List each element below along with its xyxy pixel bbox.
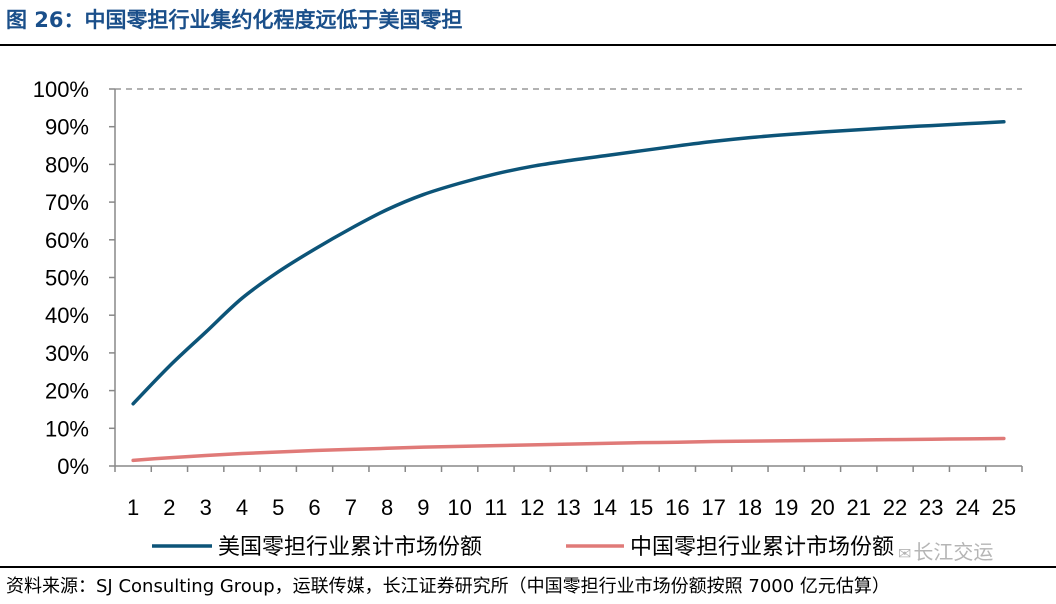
y-tick-label: 60% bbox=[45, 228, 89, 253]
x-tick-label: 5 bbox=[272, 495, 284, 520]
x-tick-label: 3 bbox=[200, 495, 212, 520]
figure-title: 图 26：中国零担行业集约化程度远低于美国零担 bbox=[6, 8, 463, 32]
x-tick-label: 2 bbox=[163, 495, 175, 520]
x-tick-label: 17 bbox=[701, 495, 725, 520]
y-tick-label: 0% bbox=[57, 454, 89, 479]
x-tick-label: 9 bbox=[417, 495, 429, 520]
title-divider bbox=[0, 44, 1056, 46]
x-tick-label: 21 bbox=[846, 495, 870, 520]
y-tick-label: 100% bbox=[33, 77, 89, 102]
us-series-line bbox=[131, 120, 1006, 406]
cn-series-line bbox=[131, 436, 1006, 463]
x-tick-label: 16 bbox=[665, 495, 689, 520]
x-tick-label: 24 bbox=[955, 495, 979, 520]
x-tick-label: 8 bbox=[381, 495, 393, 520]
x-tick-label: 15 bbox=[629, 495, 653, 520]
x-tick-label: 12 bbox=[520, 495, 544, 520]
x-tick-label: 1 bbox=[127, 495, 139, 520]
y-tick-label: 10% bbox=[45, 416, 89, 441]
watermark-text: 长江交运 bbox=[913, 540, 994, 564]
x-tick-label: 19 bbox=[774, 495, 798, 520]
source-note: 资料来源：SJ Consulting Group，运联传媒，长江证券研究所（中国… bbox=[6, 576, 890, 597]
x-tick-label: 20 bbox=[810, 495, 834, 520]
wechat-icon: ✉ bbox=[898, 544, 912, 563]
x-tick-label: 10 bbox=[447, 495, 471, 520]
watermark: ✉ 长江交运 bbox=[898, 536, 993, 565]
line-chart: 0%10%20%30%40%50%60%70%80%90%100%1 2 3 4 5 6 7… bbox=[33, 77, 1023, 560]
x-tick-label: 25 bbox=[992, 495, 1016, 520]
x-tick-label: 18 bbox=[738, 495, 762, 520]
footer-divider bbox=[0, 566, 1056, 568]
x-tick-label: 23 bbox=[919, 495, 943, 520]
x-tick-label: 7 bbox=[345, 495, 357, 520]
x-tick-label: 4 bbox=[236, 495, 248, 520]
x-tick-label: 11 bbox=[485, 495, 508, 520]
y-tick-label: 30% bbox=[45, 341, 89, 366]
x-tick-label: 6 bbox=[308, 495, 320, 520]
y-tick-label: 50% bbox=[45, 266, 89, 291]
x-tick-label: 22 bbox=[883, 495, 907, 520]
x-tick-label: 14 bbox=[593, 495, 617, 520]
y-tick-label: 80% bbox=[45, 152, 89, 177]
y-tick-label: 90% bbox=[45, 115, 89, 140]
y-tick-label: 40% bbox=[45, 303, 89, 328]
y-tick-label: 20% bbox=[45, 379, 89, 404]
y-tick-label: 70% bbox=[45, 190, 89, 215]
legend-label: 中国零担行业累计市场份额 bbox=[630, 535, 894, 560]
legend-label: 美国零担行业累计市场份额 bbox=[218, 535, 482, 560]
x-tick-label: 13 bbox=[556, 495, 580, 520]
